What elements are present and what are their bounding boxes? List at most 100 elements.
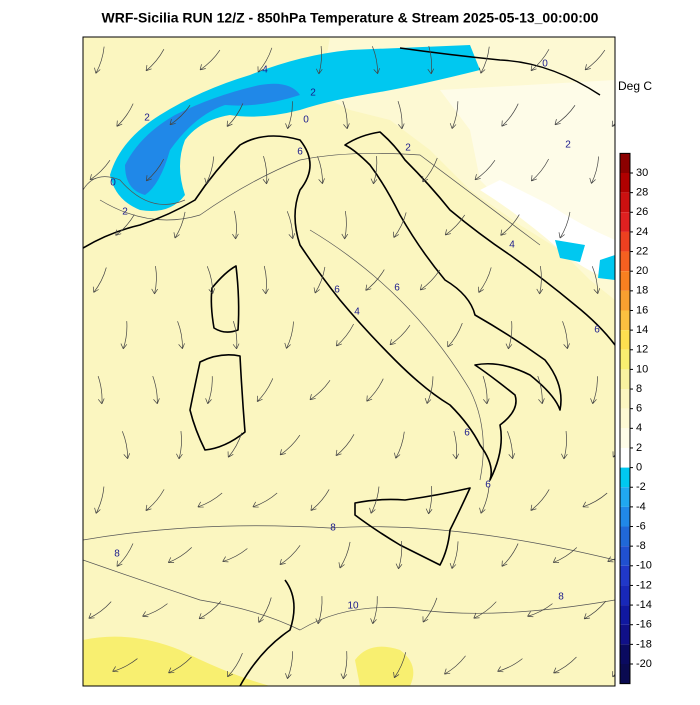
stream-arrow [198,600,222,620]
stream-arrow [92,267,107,293]
stream-arrow [583,600,607,620]
stream-arrow [505,321,513,350]
stream-arrow [284,321,294,349]
colorbar-tick-label: 14 [636,324,648,336]
colorbar-tick-label: -4 [636,501,646,513]
colorbar-tick-label: 20 [636,265,648,277]
colorbar-segment [620,231,630,252]
stream-arrow [394,431,405,459]
colorbar-tick-label: -2 [636,481,646,493]
stream-arrow [527,603,553,618]
colorbar-tick-label: -18 [636,638,652,650]
stream-arrow [222,548,248,563]
stream-arrow [205,376,213,405]
contour-label: 0 [542,59,548,70]
stream-arrow [477,267,492,293]
warm-field [83,636,270,686]
colorbar-segment [620,310,630,331]
stream-arrow [342,101,350,130]
contour-label: 8 [330,523,336,534]
contour-label: 0 [303,115,309,126]
stream-arrow [310,489,330,511]
stream-arrow [427,45,435,75]
stream-arrow [561,430,568,460]
colorbar-tick-label: 24 [636,226,648,238]
stream-arrow [501,543,519,567]
colorbar-segment [620,290,630,311]
stream-arrow [536,265,544,295]
contour-label: 4 [354,307,360,318]
warm-field [355,646,414,686]
stream-arrow [335,434,355,457]
stream-arrow [226,103,244,127]
stream-arrow [176,430,183,460]
stream-arrow [447,322,463,348]
stream-arrow [507,431,515,459]
colorbar-segment [620,192,630,213]
colorbar-tick-label: -12 [636,579,652,591]
colorbar-tick-label: -14 [636,599,652,611]
stream-arrow [479,486,490,514]
stream-arrow [122,431,130,459]
stream-arrow [449,101,459,129]
stream-arrow [393,652,407,679]
stream-arrow [479,46,490,74]
corsica [210,265,240,333]
contour-label: 0 [110,178,116,189]
stream-arrow [89,159,111,181]
colorbar-tick-label: 4 [636,422,642,434]
colorbar-tick-label: 18 [636,285,648,297]
stream-arrow [151,265,158,295]
stream-arrow [167,547,193,563]
stream-arrow [530,158,549,182]
stream-arrow [530,489,550,511]
coastline [83,131,615,481]
stream-arrow [227,432,243,458]
contour-label: 4 [262,65,268,76]
colorbar-segment [620,526,630,547]
colorbar-tick-label: 0 [636,462,642,474]
colorbar-segment [620,251,630,272]
colorbar-segment [620,644,630,664]
contour-label: 2 [565,140,571,151]
colorbar-segment [620,173,630,193]
stream-arrow [530,49,550,72]
title: WRF-Sicilia RUN 12/Z - 850hPa Temperatur… [102,10,599,26]
stream-arrow [558,211,571,239]
colorbar-segment [620,447,630,468]
stream-arrow [262,155,270,185]
stream-arrow [474,159,496,181]
stream-arrow [590,376,598,405]
colorbar-end [620,153,630,173]
stream-arrow [285,651,293,679]
colorbar-segment [620,585,630,606]
stream-arrow [422,157,438,183]
colorbar-tick-label: 28 [636,187,648,199]
colorbar-segment [620,408,630,429]
stream-arrow [500,214,520,236]
colorbar-label: Deg C [618,79,652,93]
stream-arrow [553,656,577,674]
contour-label: 6 [297,147,303,158]
stream-arrow [317,156,325,185]
stream-arrow [286,211,296,239]
stream-arrow [232,320,240,350]
stream-arrow [116,543,134,567]
stream-arrow [94,486,105,514]
colorbar-segment [620,605,630,625]
stream-arrow [562,321,570,350]
stream-arrow [452,430,460,460]
stream-arrow [607,556,615,563]
stream-arrow [341,210,349,240]
isotherm [83,176,186,205]
stream-arrow [424,376,434,404]
colorbar: 302826242220181614121086420-2-4-6-8-10-1… [619,152,652,685]
contour-label: 8 [114,549,120,560]
stream-arrow [145,489,165,511]
stream-arrow [336,323,354,347]
stream-arrow [340,651,348,680]
stream-arrow [169,105,191,126]
contour-label: 2 [405,143,411,154]
colorbar-segment [620,487,630,507]
stream-arrow [204,156,215,184]
